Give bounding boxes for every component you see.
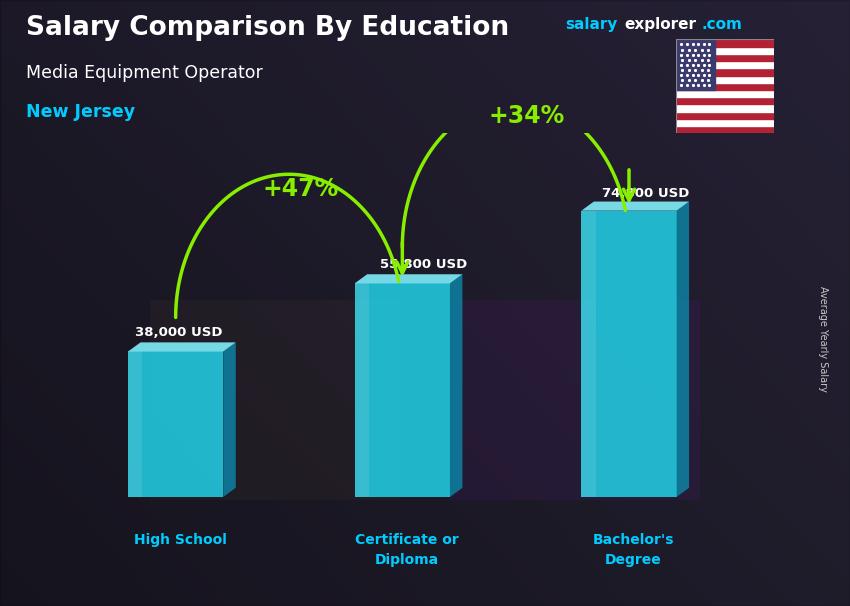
- Text: Salary Comparison By Education: Salary Comparison By Education: [26, 15, 508, 41]
- Bar: [676, 39, 774, 47]
- Text: +34%: +34%: [489, 104, 565, 128]
- Bar: [581, 211, 677, 497]
- Polygon shape: [354, 275, 462, 284]
- Bar: [128, 351, 224, 497]
- Text: Media Equipment Operator: Media Equipment Operator: [26, 64, 263, 82]
- Polygon shape: [128, 342, 235, 351]
- Bar: [676, 83, 774, 90]
- Bar: [676, 126, 774, 133]
- Bar: [676, 90, 774, 97]
- Bar: [354, 284, 450, 497]
- Text: +47%: +47%: [262, 177, 338, 201]
- Bar: [676, 47, 774, 54]
- Bar: [676, 104, 774, 112]
- Polygon shape: [677, 202, 689, 497]
- Text: 74,800 USD: 74,800 USD: [602, 187, 689, 200]
- Text: 38,000 USD: 38,000 USD: [135, 326, 223, 339]
- Polygon shape: [581, 202, 689, 211]
- Polygon shape: [450, 275, 462, 497]
- Polygon shape: [354, 284, 369, 497]
- Text: 55,800 USD: 55,800 USD: [380, 258, 467, 271]
- Bar: [676, 76, 774, 83]
- Bar: [676, 112, 774, 119]
- Polygon shape: [581, 211, 596, 497]
- Bar: [676, 39, 715, 90]
- Polygon shape: [224, 342, 235, 497]
- Polygon shape: [128, 351, 142, 497]
- Bar: [676, 97, 774, 104]
- Bar: [676, 61, 774, 68]
- Text: High School: High School: [133, 533, 227, 547]
- Bar: [676, 68, 774, 76]
- Text: .com: .com: [701, 17, 742, 32]
- Text: Certificate or
Diploma: Certificate or Diploma: [355, 533, 459, 567]
- Bar: [676, 54, 774, 61]
- Bar: [676, 119, 774, 126]
- Text: New Jersey: New Jersey: [26, 103, 134, 121]
- Text: Bachelor's
Degree: Bachelor's Degree: [592, 533, 674, 567]
- Text: salary: salary: [565, 17, 618, 32]
- Text: Average Yearly Salary: Average Yearly Salary: [818, 287, 828, 392]
- Text: explorer: explorer: [625, 17, 697, 32]
